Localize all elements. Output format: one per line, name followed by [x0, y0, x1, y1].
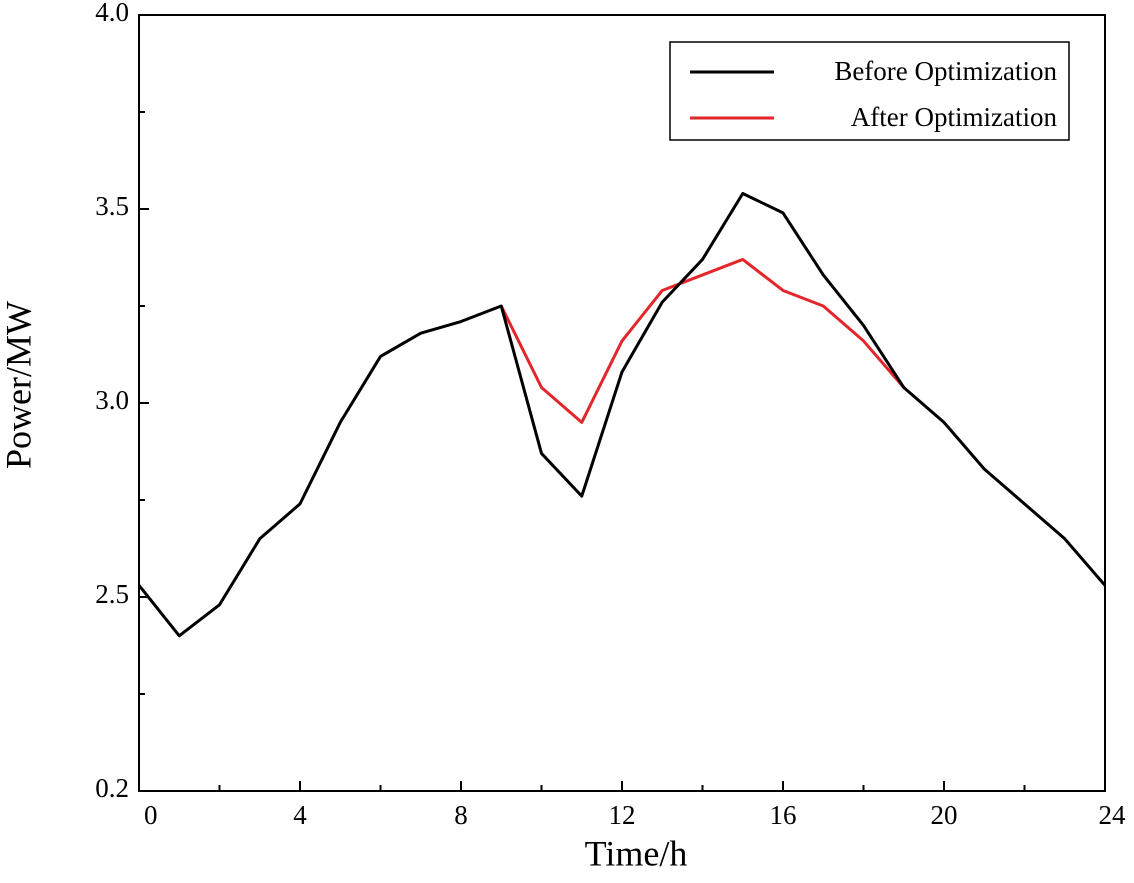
x-tick-label: 16 — [770, 800, 797, 830]
y-tick-label: 3.0 — [95, 385, 129, 415]
x-tick-label: 20 — [931, 800, 958, 830]
x-tick-label: 12 — [609, 800, 636, 830]
legend-label: Before Optimization — [834, 56, 1057, 86]
x-axis-label: Time/h — [585, 833, 688, 873]
y-tick-label: 3.5 — [95, 191, 129, 221]
x-tick-label: 0 — [144, 800, 158, 830]
data-line — [137, 191, 1107, 638]
y-tick-label: 0.2 — [95, 773, 129, 803]
y-tick-label: 4.0 — [95, 0, 129, 27]
x-tick-label: 8 — [454, 800, 468, 830]
y-tick-label: 2.5 — [95, 579, 129, 609]
x-tick-label: 4 — [293, 800, 307, 830]
data-line — [499, 257, 905, 424]
legend-box — [669, 41, 1070, 141]
legend-label: After Optimization — [851, 102, 1058, 132]
y-axis-label: Power/MW — [0, 301, 38, 469]
x-tick-label: 24 — [1099, 800, 1127, 830]
